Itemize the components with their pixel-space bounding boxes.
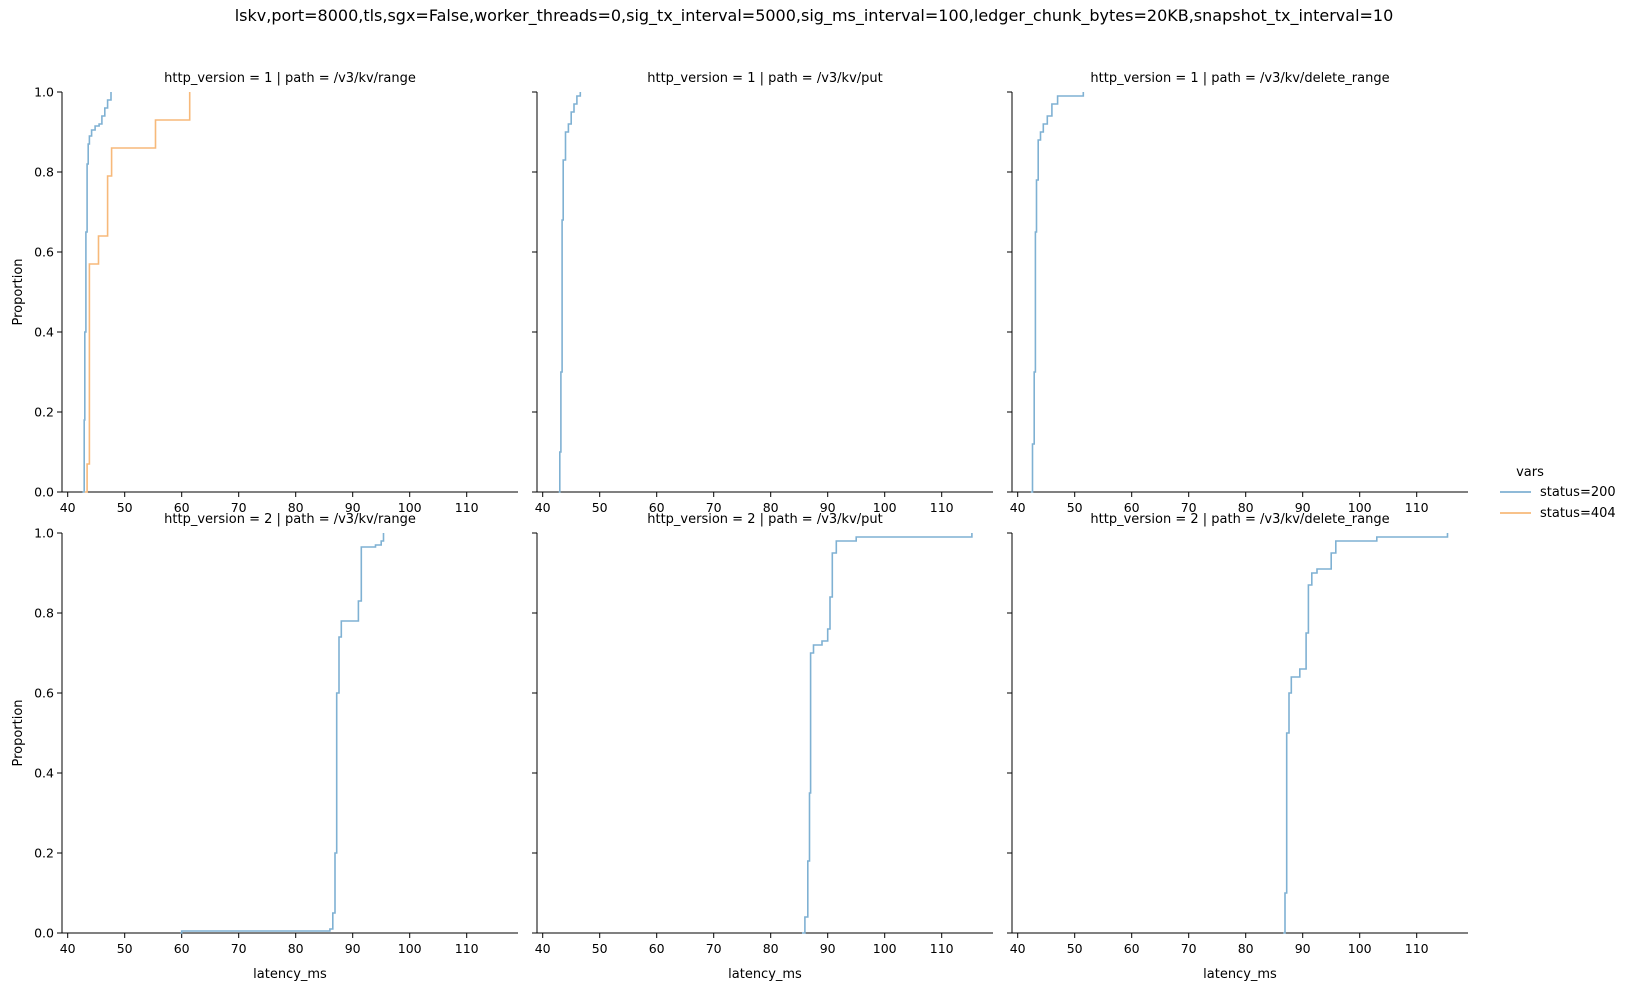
panel-2-xtick-label-3: 70 (706, 500, 722, 515)
panel-6-xtick-label-1: 50 (1067, 941, 1083, 956)
panel-6-xlabel: latency_ms (1203, 967, 1277, 982)
panel-4-ytick-label-4: 0.8 (34, 606, 54, 621)
panel-4-ytick-label-3: 0.6 (34, 686, 54, 701)
panel-4-xtick-label-1: 50 (117, 941, 133, 956)
panel-3-xtick-label-0: 40 (1010, 500, 1026, 515)
panel-1-ytick-label-5: 1.0 (34, 85, 54, 100)
panel-4-ytick-label-1: 0.2 (34, 846, 54, 861)
panel-1-xtick-label-6: 100 (398, 500, 422, 515)
panel-2-series-1-line (558, 92, 582, 493)
panel-5-xtick-label-2: 60 (649, 941, 665, 956)
panel-4-series-1-line (180, 533, 385, 934)
panel-1-xtick-label-2: 60 (174, 500, 190, 515)
panel-5-xtick-label-6: 100 (873, 941, 897, 956)
figure-title: lskv,port=8000,tls,sgx=False,worker_thre… (234, 6, 1394, 25)
panel-1-xtick-label-5: 90 (345, 500, 361, 515)
panel-5-xtick-label-3: 70 (706, 941, 722, 956)
panel-6-xtick-label-2: 60 (1124, 941, 1140, 956)
panel-2-xtick-label-1: 50 (592, 500, 608, 515)
panel-6-xtick-label-6: 100 (1348, 941, 1372, 956)
panel-6-xtick-label-5: 90 (1295, 941, 1311, 956)
panel-6-xtick-label-3: 70 (1181, 941, 1197, 956)
panel-2-xtick-label-5: 90 (820, 500, 836, 515)
panel-3-xtick-label-5: 90 (1295, 500, 1311, 515)
panel-1-series-2-line (84, 92, 191, 493)
panel-6-xtick-label-4: 80 (1238, 941, 1254, 956)
panel-4-xtick-label-4: 80 (288, 941, 304, 956)
panel-1-ytick-label-0: 0.0 (34, 485, 54, 500)
legend-label-1: status=200 (1540, 485, 1616, 500)
panel-4-xtick-label-7: 110 (455, 941, 479, 956)
panel-5-xtick-label-4: 80 (763, 941, 779, 956)
panel-3-xtick-label-4: 80 (1238, 500, 1254, 515)
panel-1-ytick-label-2: 0.4 (34, 325, 54, 340)
panel-5-series-1-line (802, 533, 973, 934)
panel-5-xtick-label-5: 90 (820, 941, 836, 956)
legend-title: vars (1516, 465, 1544, 480)
panel-5-xlabel: latency_ms (728, 967, 802, 982)
panel-1-xtick-label-7: 110 (455, 500, 479, 515)
panel-4-ytick-label-2: 0.4 (34, 766, 54, 781)
panel-4-xtick-label-6: 100 (398, 941, 422, 956)
panel-5-title: http_version = 2 | path = /v3/kv/put (647, 512, 883, 527)
panel-3-title: http_version = 1 | path = /v3/kv/delete_… (1090, 71, 1389, 86)
panel-1-xtick-label-4: 80 (288, 500, 304, 515)
panel-1-xtick-label-1: 50 (117, 500, 133, 515)
panel-2-xtick-label-0: 40 (535, 500, 551, 515)
panel-4-xtick-label-0: 40 (60, 941, 76, 956)
panel-1-series-1-line (82, 92, 112, 493)
panel-3-xtick-label-3: 70 (1181, 500, 1197, 515)
panel-4-xlabel: latency_ms (253, 967, 327, 982)
panel-4-ytick-label-0: 0.0 (34, 926, 54, 941)
panel-1-ytick-label-4: 0.8 (34, 165, 54, 180)
panel-2-title: http_version = 1 | path = /v3/kv/put (647, 71, 883, 86)
panel-1-xtick-label-3: 70 (231, 500, 247, 515)
panel-2-xtick-label-2: 60 (649, 500, 665, 515)
panel-4-xtick-label-2: 60 (174, 941, 190, 956)
panel-1-ylabel: Proportion (11, 258, 26, 325)
panel-2-xtick-label-4: 80 (763, 500, 779, 515)
panel-5-xtick-label-7: 110 (930, 941, 954, 956)
panel-4-ytick-label-5: 1.0 (34, 526, 54, 541)
panel-3-series-1-line (1030, 92, 1085, 493)
panel-3-xtick-label-6: 100 (1348, 500, 1372, 515)
panel-6-xtick-label-7: 110 (1405, 941, 1429, 956)
panel-3-xtick-label-7: 110 (1405, 500, 1429, 515)
panel-6-title: http_version = 2 | path = /v3/kv/delete_… (1090, 512, 1389, 527)
panel-1-ytick-label-3: 0.6 (34, 245, 54, 260)
panel-4-ylabel: Proportion (11, 699, 26, 766)
panel-6-series-1-line (1283, 533, 1449, 934)
panel-6-xtick-label-0: 40 (1010, 941, 1026, 956)
panel-3-xtick-label-1: 50 (1067, 500, 1083, 515)
panel-1-xtick-label-0: 40 (60, 500, 76, 515)
legend-label-2: status=404 (1540, 506, 1616, 521)
panel-2-xtick-label-7: 110 (930, 500, 954, 515)
panel-5-xtick-label-0: 40 (535, 941, 551, 956)
panel-2-xtick-label-6: 100 (873, 500, 897, 515)
panel-1-title: http_version = 1 | path = /v3/kv/range (164, 71, 416, 86)
panel-4-xtick-label-3: 70 (231, 941, 247, 956)
panel-4-xtick-label-5: 90 (345, 941, 361, 956)
panel-3-xtick-label-2: 60 (1124, 500, 1140, 515)
panel-1-ytick-label-1: 0.2 (34, 405, 54, 420)
panel-5-xtick-label-1: 50 (592, 941, 608, 956)
panel-4-title: http_version = 2 | path = /v3/kv/range (164, 512, 416, 527)
